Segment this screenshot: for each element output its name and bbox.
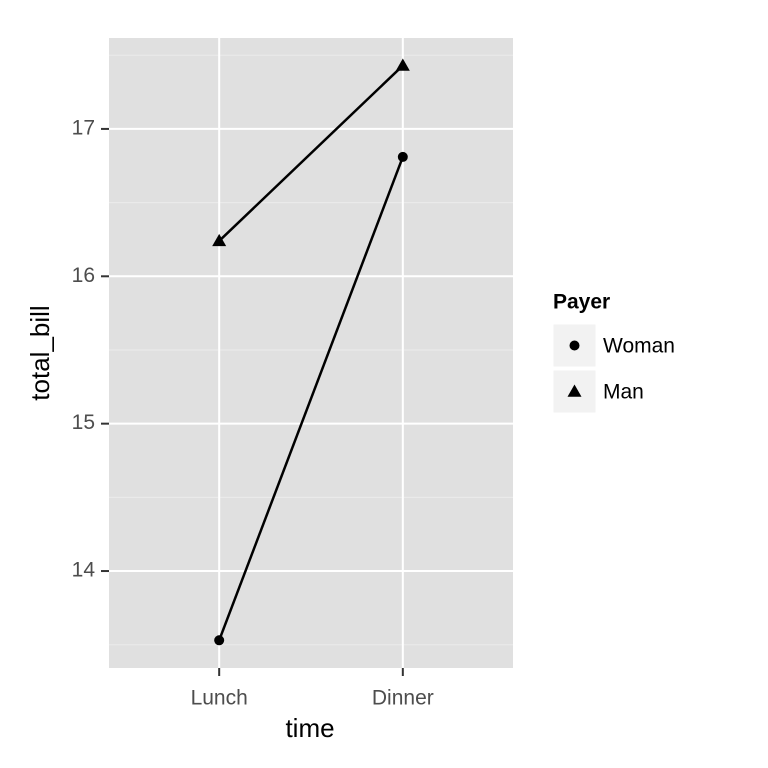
x-axis-label: time	[285, 713, 334, 743]
point	[397, 151, 408, 162]
point	[212, 233, 227, 247]
legend-marker	[567, 384, 582, 397]
legend-label: Man	[603, 381, 644, 404]
series-line	[218, 64, 404, 242]
point	[214, 635, 225, 646]
y-axis-label: total_bill	[25, 305, 55, 400]
legend-marker	[569, 340, 580, 351]
y-tick-label: 16	[72, 264, 95, 287]
grid	[109, 38, 513, 668]
legend-title: Payer	[553, 291, 610, 314]
y-tick-label: 17	[72, 116, 95, 139]
point	[395, 58, 410, 71]
y-tick-label: 15	[72, 411, 95, 434]
x-tick-label: Lunch	[191, 687, 248, 710]
panel	[109, 38, 513, 668]
legend-label: Woman	[603, 335, 675, 358]
series-line	[218, 156, 404, 641]
y-tick-label: 14	[72, 559, 96, 582]
x-tick-label: Dinner	[372, 687, 434, 710]
